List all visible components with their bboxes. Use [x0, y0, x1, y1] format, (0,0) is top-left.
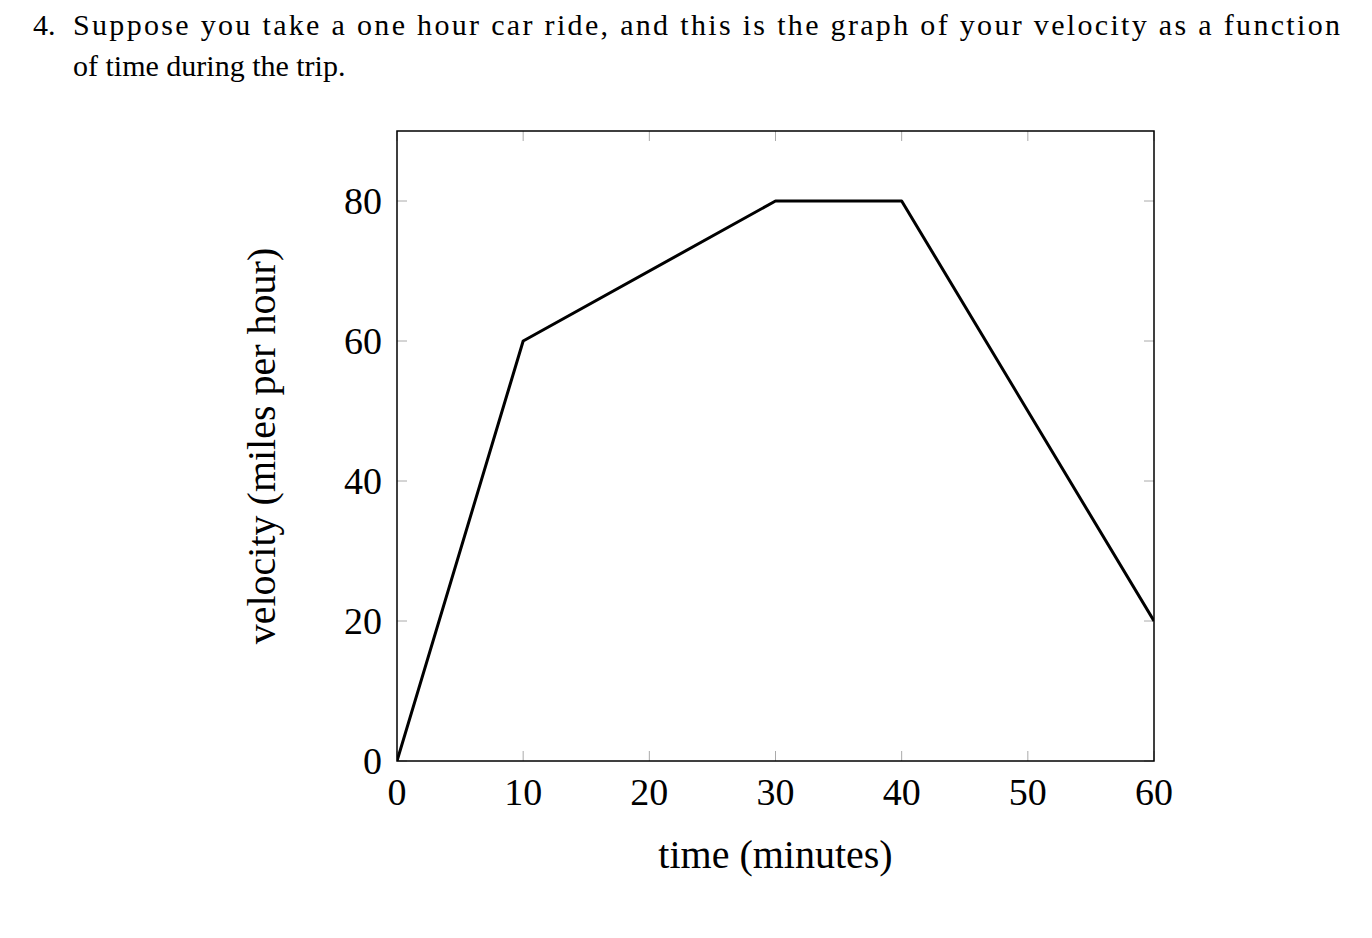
- x-tick-label: 10: [504, 771, 542, 813]
- plot-frame: [397, 131, 1154, 761]
- x-tick-label: 60: [1135, 771, 1173, 813]
- y-tick-label: 60: [344, 320, 382, 362]
- problem-text: Suppose you take a one hour car ride, an…: [73, 8, 1340, 41]
- x-tick: [649, 751, 650, 761]
- chart-canvas: 4. Suppose you take a one hour car ride, …: [0, 0, 1372, 938]
- x-tick: [523, 131, 524, 141]
- x-tick: [901, 751, 902, 761]
- velocity-line: [397, 201, 1154, 761]
- y-tick: [1144, 341, 1154, 342]
- x-tick-label: 40: [883, 771, 921, 813]
- y-tick: [1144, 201, 1154, 202]
- x-tick-label: 30: [757, 771, 795, 813]
- y-tick: [397, 481, 407, 482]
- page: 4. Suppose you take a one hour car ride, …: [0, 0, 1372, 938]
- x-tick: [901, 131, 902, 141]
- x-axis-label: time (minutes): [658, 832, 892, 877]
- x-tick: [1027, 751, 1028, 761]
- x-tick-label: 50: [1009, 771, 1047, 813]
- y-tick-label: 40: [344, 460, 382, 502]
- y-tick: [397, 621, 407, 622]
- y-tick-label: 80: [344, 180, 382, 222]
- y-tick: [397, 201, 407, 202]
- x-tick: [775, 131, 776, 141]
- x-tick: [775, 751, 776, 761]
- y-tick: [397, 341, 407, 342]
- x-tick-label: 20: [630, 771, 668, 813]
- problem-text: of time during the trip.: [73, 49, 345, 82]
- x-tick: [523, 751, 524, 761]
- problem-number: 4.: [33, 8, 56, 41]
- x-tick: [649, 131, 650, 141]
- y-tick-label: 0: [363, 740, 382, 782]
- x-tick: [1027, 131, 1028, 141]
- plot-data: [397, 201, 1154, 761]
- x-tick-label: 0: [388, 771, 407, 813]
- y-tick: [1144, 481, 1154, 482]
- y-axis-label: velocity (miles per hour): [239, 248, 284, 645]
- y-tick-label: 20: [344, 600, 382, 642]
